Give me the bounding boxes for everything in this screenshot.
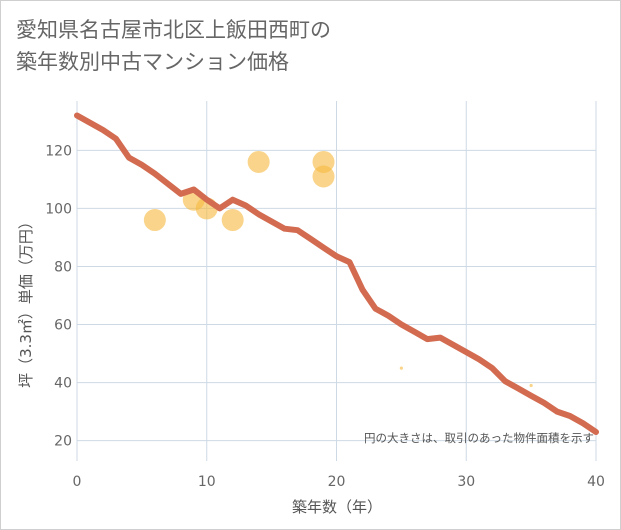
data-point [221, 209, 244, 232]
x-axis-label: 築年数（年） [292, 498, 382, 516]
y-tick-label: 100 [45, 201, 72, 217]
x-tick-label: 40 [587, 474, 605, 490]
data-point [247, 150, 270, 173]
x-tick-label: 30 [457, 474, 475, 490]
trend-line-group [74, 112, 599, 435]
y-tick-label: 20 [54, 434, 72, 450]
chart-title-line2: 築年数別中古マンション価格 [16, 50, 289, 74]
x-tick-label: 20 [328, 474, 346, 490]
y-tick-labels: 20 40 60 80 100 120 [45, 143, 72, 449]
data-point [312, 165, 335, 188]
data-point [529, 383, 533, 388]
y-tick-label: 120 [45, 143, 72, 159]
y-tick-label: 80 [54, 259, 72, 275]
y-tick-label: 60 [54, 318, 72, 334]
data-point [399, 366, 403, 370]
y-tick-label: 40 [54, 376, 72, 392]
chart-title: 愛知県名古屋市北区上飯田西町の 築年数別中古マンション価格 [16, 14, 556, 78]
y-axis-label: 坪（3.3㎡）単価（万円） [17, 214, 35, 388]
trend-line [74, 112, 599, 435]
x-tick-label: 10 [198, 474, 216, 490]
size-note: 円の大きさは、取引のあった物件面積を示す [364, 431, 594, 445]
data-point [143, 209, 166, 232]
chart-title-line1: 愛知県名古屋市北区上飯田西町の [16, 18, 331, 42]
x-tick-label: 0 [73, 474, 82, 490]
x-tick-labels: 0 10 20 30 40 [73, 474, 605, 490]
